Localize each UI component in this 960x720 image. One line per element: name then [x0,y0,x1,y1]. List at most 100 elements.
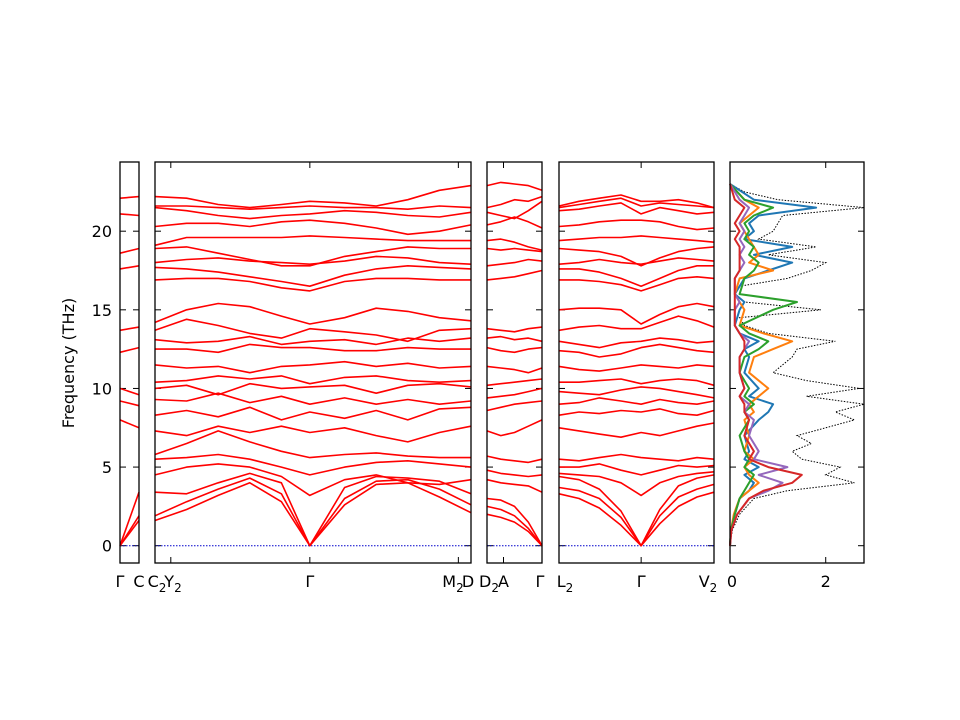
y-tick-label: 20 [92,222,112,241]
x-tick-label: L2 [557,572,574,595]
band-line [154,235,471,247]
band-line [486,400,543,412]
band-line [558,235,715,243]
dos-x-tick-label: 2 [821,572,831,591]
band-line [558,408,715,417]
dos-x-tick-label: 0 [727,572,737,591]
band-line [559,463,715,476]
band-line [154,219,472,236]
band-line [558,197,715,209]
band-line [559,264,714,288]
band-line [119,419,140,429]
band-line [154,472,472,547]
band-line [119,520,140,547]
band-line [558,315,715,332]
band-line [486,326,543,333]
band-line [558,194,715,209]
band-line [119,387,140,396]
x-tick-label: V2 [699,572,718,595]
band-line [558,386,715,399]
band-line [486,469,543,478]
y-axis-label: Frequency (THz) [59,298,78,428]
band-line [154,463,472,497]
band-line [486,181,543,192]
band-line [119,213,140,217]
panel-frame [558,161,715,564]
band-line [558,202,715,215]
y-tick-label: 15 [92,301,112,320]
band-line [558,471,715,497]
x-tick-label: D [462,572,474,591]
x-tick-label: A [498,572,509,591]
x-tick-label: D2 [479,572,499,595]
band-line [558,364,715,372]
band-line [154,246,471,267]
band-line [154,453,472,476]
y-tick-label: 5 [102,458,112,477]
dos-projection-line [729,183,803,546]
band-line [154,392,472,406]
x-tick-label: C2 [148,572,167,595]
band-line [119,247,140,254]
band-line [486,346,543,354]
band-line [154,406,472,421]
band-line [486,497,543,547]
dos-projection-line [729,183,798,546]
band-line [558,302,715,325]
panel-2: D2 A Γ [479,161,545,595]
band-line [558,453,715,462]
x-tick-label: M2 [442,572,463,595]
band-line [486,478,543,493]
band-line [559,275,715,292]
panel-frame [486,161,543,564]
band-line [486,505,543,547]
dos-total-line [729,183,865,546]
band-line [154,360,472,374]
band-line [119,265,140,270]
band-line [486,387,543,399]
band-line [558,246,715,267]
band-line [486,247,543,253]
y-tick-label: 0 [102,537,112,556]
band-line [119,326,140,332]
band-line [486,195,543,209]
band-line [154,206,472,220]
band-line [154,425,472,443]
band-line [154,382,472,396]
y-tick-label: 10 [92,379,112,398]
panel-3: L2 Γ V2 [557,161,718,595]
band-line [486,455,543,464]
band-line [154,264,472,288]
band-line [486,378,543,387]
band-line [155,343,471,354]
band-line [154,375,472,385]
band-line [154,481,472,547]
x-tick-label: Y2 [163,572,181,595]
band-line [154,184,472,209]
band-line [486,419,543,437]
band-line [155,205,472,210]
panel-0: 0 5 10 15 20 Γ C [92,161,145,591]
x-tick-label: Γ [116,572,125,591]
band-line [486,365,543,374]
band-line [486,258,543,267]
band-line [558,219,715,231]
dos-projection-line [729,183,794,546]
x-tick-label: Γ [305,572,314,591]
band-line [119,400,140,407]
band-line [154,302,472,325]
band-line [119,195,140,199]
band-line [558,257,715,266]
x-tick-label: Γ [637,572,646,591]
band-line [154,318,472,343]
band-line [154,277,471,292]
band-line [119,491,140,546]
band-line [154,255,472,266]
x-tick-label: C [133,572,144,591]
band-line [486,513,543,547]
band-line [558,343,715,358]
band-line [558,337,715,349]
